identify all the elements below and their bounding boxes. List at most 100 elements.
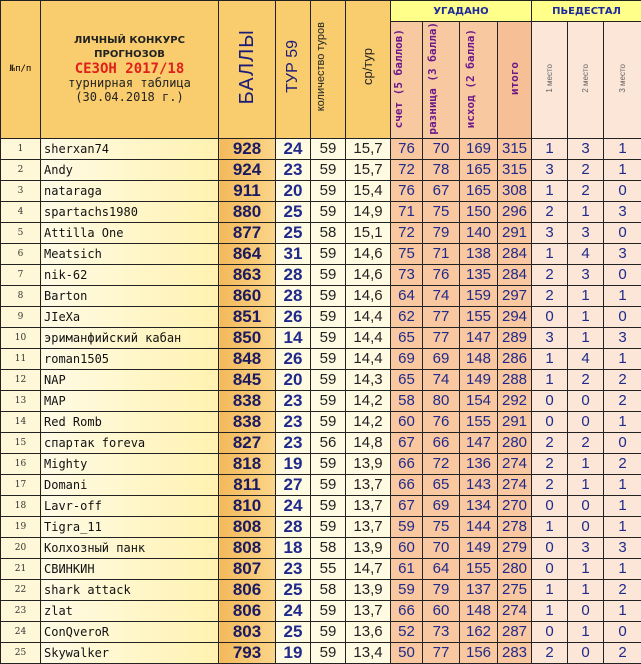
podium-3rd: 1: [604, 495, 641, 516]
podium-3rd: 1: [604, 600, 641, 621]
podium-2nd: 1: [568, 201, 604, 222]
guessed-score: 59: [391, 516, 423, 537]
tours-count: 59: [311, 369, 346, 390]
header-tour: ТУР 59: [276, 1, 311, 139]
group-guessed: УГАДАНО: [391, 1, 532, 22]
guessed-outcome: 155: [460, 558, 498, 579]
podium-2nd: 1: [568, 285, 604, 306]
podium-1st: 3: [532, 222, 568, 243]
podium-1st: 3: [532, 159, 568, 180]
tours-count: 59: [311, 411, 346, 432]
guessed-total: 286: [498, 348, 532, 369]
avg-per-tour: 13,9: [346, 537, 391, 558]
podium-2nd: 1: [568, 621, 604, 642]
guessed-diff: 79: [423, 579, 460, 600]
podium-3rd: 2: [604, 579, 641, 600]
player-name: Domani: [41, 474, 219, 495]
avg-per-tour: 13,9: [346, 579, 391, 600]
tour-points: 25: [276, 579, 311, 600]
podium-2nd: 3: [568, 264, 604, 285]
podium-2nd: 3: [568, 222, 604, 243]
header-diff: разница (3 балла): [423, 22, 460, 139]
guessed-total: 270: [498, 495, 532, 516]
points: 806: [219, 579, 276, 600]
podium-3rd: 3: [604, 201, 641, 222]
guessed-score: 67: [391, 432, 423, 453]
guessed-outcome: 148: [460, 600, 498, 621]
guessed-outcome: 150: [460, 201, 498, 222]
guessed-outcome: 143: [460, 474, 498, 495]
podium-1st: 2: [532, 432, 568, 453]
tour-points: 31: [276, 243, 311, 264]
guessed-total: 296: [498, 201, 532, 222]
tour-points: 18: [276, 537, 311, 558]
guessed-score: 69: [391, 348, 423, 369]
podium-3rd: 2: [604, 642, 641, 663]
guessed-total: 283: [498, 642, 532, 663]
points: 808: [219, 516, 276, 537]
player-name: JIeXa: [41, 306, 219, 327]
avg-per-tour: 14,8: [346, 432, 391, 453]
player-name: Lavr-off: [41, 495, 219, 516]
header-place3: 3 место: [604, 22, 641, 139]
podium-2nd: 1: [568, 558, 604, 579]
tours-count: 58: [311, 579, 346, 600]
player-name: shark attack: [41, 579, 219, 600]
guessed-score: 50: [391, 642, 423, 663]
guessed-diff: 77: [423, 642, 460, 663]
guessed-total: 279: [498, 537, 532, 558]
guessed-diff: 69: [423, 495, 460, 516]
guessed-score: 65: [391, 327, 423, 348]
row-number: 4: [1, 201, 41, 222]
guessed-outcome: 135: [460, 264, 498, 285]
tour-points: 26: [276, 348, 311, 369]
title-line1: ЛИЧНЫЙ КОНКУРС: [41, 34, 218, 48]
guessed-diff: 60: [423, 600, 460, 621]
tours-count: 59: [311, 474, 346, 495]
guessed-diff: 75: [423, 516, 460, 537]
tours-count: 56: [311, 432, 346, 453]
points: 793: [219, 642, 276, 663]
tours-count: 58: [311, 222, 346, 243]
guessed-diff: 73: [423, 621, 460, 642]
podium-3rd: 1: [604, 348, 641, 369]
guessed-outcome: 144: [460, 516, 498, 537]
tours-count: 59: [311, 180, 346, 201]
row-number: 7: [1, 264, 41, 285]
row-number: 5: [1, 222, 41, 243]
header-place2: 2 место: [568, 22, 604, 139]
row-number: 8: [1, 285, 41, 306]
podium-3rd: 3: [604, 537, 641, 558]
guessed-diff: 77: [423, 327, 460, 348]
podium-1st: 0: [532, 621, 568, 642]
tours-count: 59: [311, 600, 346, 621]
avg-per-tour: 14,2: [346, 411, 391, 432]
podium-1st: 2: [532, 642, 568, 663]
podium-3rd: 0: [604, 621, 641, 642]
tour-points: 24: [276, 138, 311, 159]
tours-count: 59: [311, 201, 346, 222]
player-name: MAP: [41, 390, 219, 411]
guessed-outcome: 155: [460, 306, 498, 327]
guessed-total: 315: [498, 159, 532, 180]
guessed-score: 65: [391, 369, 423, 390]
podium-3rd: 1: [604, 558, 641, 579]
guessed-diff: 69: [423, 348, 460, 369]
row-number: 16: [1, 453, 41, 474]
points: 838: [219, 390, 276, 411]
guessed-outcome: 159: [460, 285, 498, 306]
guessed-total: 274: [498, 453, 532, 474]
tour-points: 23: [276, 159, 311, 180]
podium-1st: 2: [532, 453, 568, 474]
season-title: СЕЗОН 2017/18: [41, 62, 218, 76]
row-number: 12: [1, 369, 41, 390]
podium-1st: 2: [532, 201, 568, 222]
avg-per-tour: 14,2: [346, 390, 391, 411]
